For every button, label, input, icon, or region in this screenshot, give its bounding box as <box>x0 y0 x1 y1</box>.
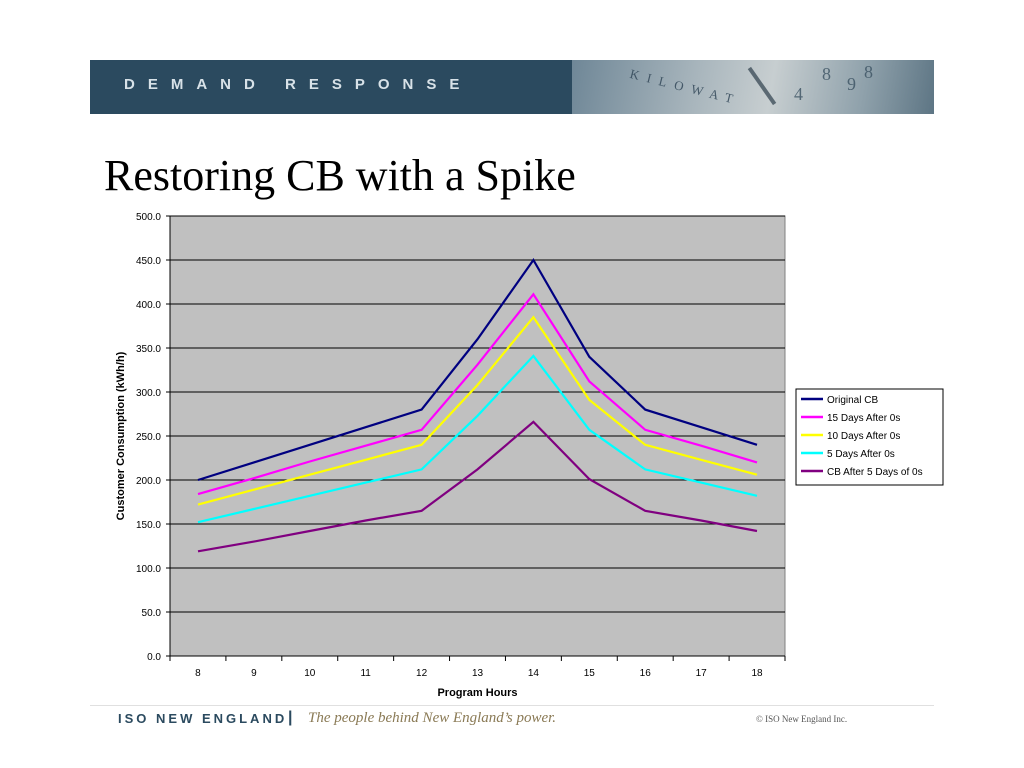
x-tick-label: 15 <box>584 668 596 679</box>
series-line-5 <box>197 420 758 553</box>
x-tick-label: 14 <box>528 668 540 679</box>
header-banner: DEMAND RESPONSE KILOWAT 8 9 4 8 <box>90 60 934 114</box>
y-tick-label: 300.0 <box>136 388 161 399</box>
x-axis-title: Program Hours <box>437 687 517 699</box>
footer-divider <box>90 705 934 706</box>
x-tick-label: 17 <box>696 668 708 679</box>
legend-label: Original CB <box>827 395 878 406</box>
y-tick-label: 0.0 <box>147 652 161 663</box>
footer-org-name: ISO NEW ENGLAND <box>118 711 288 726</box>
kilowatt-meter-image: KILOWAT 8 9 4 8 <box>572 60 934 114</box>
footer-separator: | <box>288 709 293 726</box>
x-tick-label: 16 <box>640 668 652 679</box>
slide-title: Restoring CB with a Spike <box>104 151 576 200</box>
x-tick-label: 11 <box>360 668 371 679</box>
banner-digit: 4 <box>794 84 803 104</box>
banner-digit: 8 <box>822 64 831 84</box>
x-tick-label: 13 <box>472 668 484 679</box>
banner-title: DEMAND RESPONSE <box>124 76 473 93</box>
legend-label: 15 Days After 0s <box>827 413 900 424</box>
legend-label: 10 Days After 0s <box>827 431 900 442</box>
y-tick-label: 200.0 <box>136 476 161 487</box>
x-tick-label: 8 <box>195 668 201 679</box>
banner-digit: 8 <box>864 62 873 82</box>
series-line-3 <box>197 315 758 506</box>
y-tick-label: 500.0 <box>136 212 161 223</box>
x-tick-label: 9 <box>251 668 257 679</box>
y-tick-label: 450.0 <box>136 256 161 267</box>
series-line-2 <box>197 292 758 496</box>
y-axis-title: Customer Consumption (kWh/h) <box>115 351 127 520</box>
legend-box <box>795 388 944 486</box>
x-tick-label: 12 <box>416 668 428 679</box>
banner-digit: 9 <box>847 74 856 94</box>
footer-tagline: The people behind New England’s power. <box>308 710 557 726</box>
y-tick-label: 150.0 <box>136 520 161 531</box>
y-tick-label: 50.0 <box>142 608 162 619</box>
footer-copyright: © ISO New England Inc. <box>756 714 848 724</box>
y-tick-label: 400.0 <box>136 300 161 311</box>
y-tick-label: 250.0 <box>136 432 161 443</box>
y-tick-label: 350.0 <box>136 344 161 355</box>
series-line-1 <box>197 257 758 482</box>
x-tick-label: 10 <box>304 668 316 679</box>
x-tick-label: 18 <box>751 668 763 679</box>
legend-label: 5 Days After 0s <box>827 449 895 460</box>
series-line-4 <box>197 354 758 524</box>
y-tick-label: 100.0 <box>136 564 161 575</box>
legend-label: CB After 5 Days of 0s <box>827 467 923 478</box>
